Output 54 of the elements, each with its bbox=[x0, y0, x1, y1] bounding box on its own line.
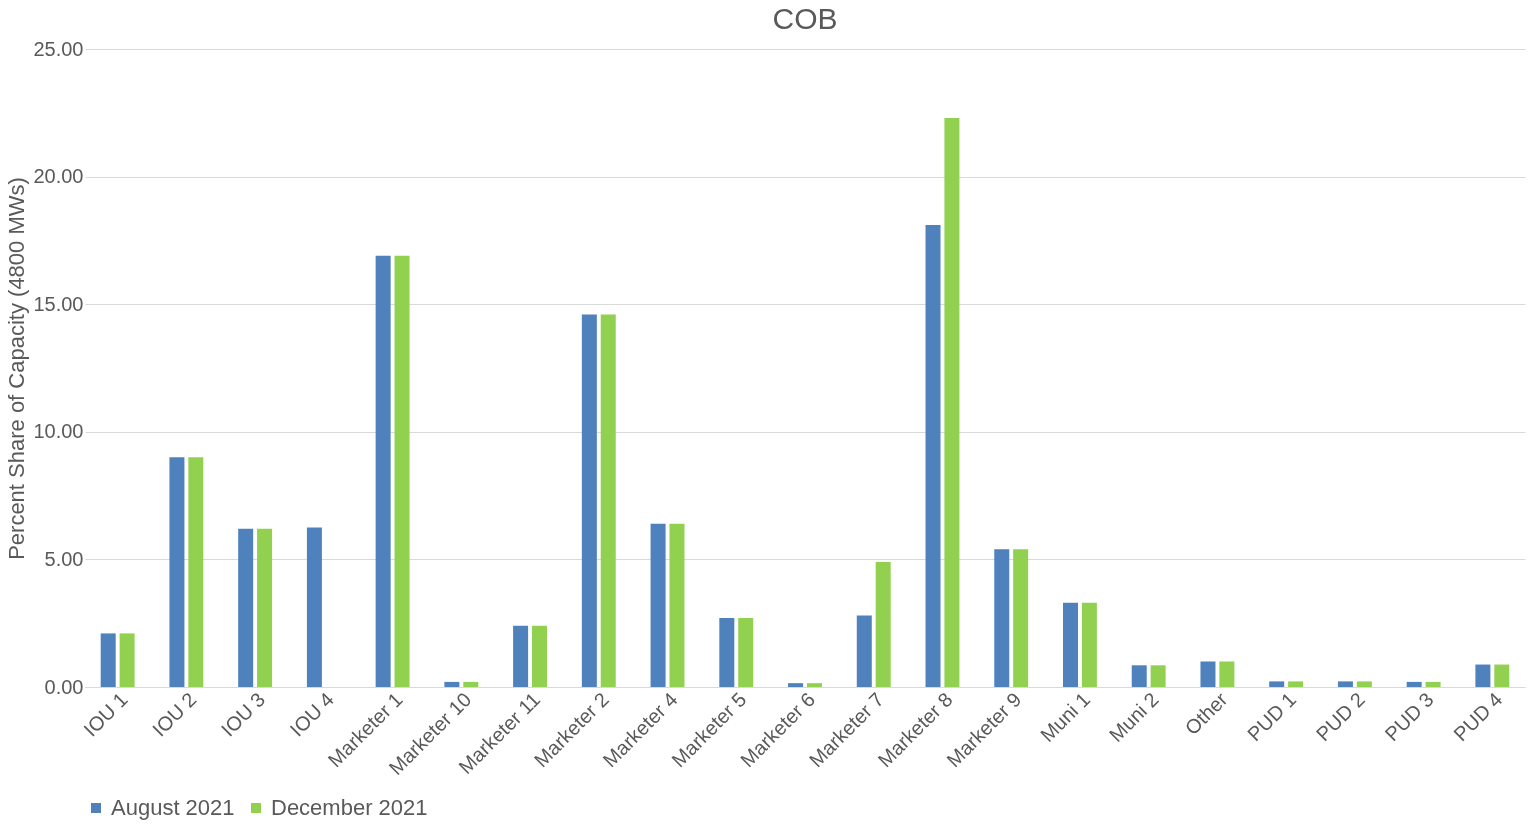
bar bbox=[788, 683, 804, 687]
bar bbox=[119, 633, 135, 687]
x-tick-label: IOU 4 bbox=[285, 688, 338, 741]
bar bbox=[1062, 602, 1078, 687]
bar bbox=[444, 681, 460, 687]
bar bbox=[1013, 549, 1029, 687]
bar bbox=[306, 527, 322, 687]
bar bbox=[1131, 665, 1147, 687]
x-tick-label: IOU 3 bbox=[216, 688, 270, 741]
legend-label: August 2021 bbox=[111, 795, 235, 820]
bar bbox=[925, 225, 941, 687]
bar bbox=[719, 618, 735, 687]
y-tick-label: 20.00 bbox=[33, 165, 84, 188]
bar bbox=[1425, 681, 1441, 687]
bar bbox=[856, 615, 872, 687]
bar bbox=[669, 523, 685, 687]
bar bbox=[1475, 664, 1491, 687]
y-tick-label: 10.00 bbox=[33, 420, 84, 443]
legend-label: December 2021 bbox=[271, 795, 428, 820]
bar bbox=[581, 314, 597, 687]
bar bbox=[650, 523, 666, 687]
bar bbox=[1269, 681, 1285, 687]
y-axis-title: Percent Share of Capacity (4800 MWs) bbox=[4, 177, 30, 560]
bar bbox=[238, 528, 254, 687]
bar bbox=[188, 457, 204, 687]
bar bbox=[1288, 681, 1304, 687]
y-tick-label: 0.00 bbox=[44, 675, 84, 698]
chart-title: COB bbox=[772, 2, 838, 35]
bar bbox=[513, 625, 529, 687]
y-tick-label: 5.00 bbox=[44, 547, 84, 570]
bar bbox=[532, 625, 548, 687]
bar bbox=[1494, 664, 1510, 687]
y-tick-label: 25.00 bbox=[33, 37, 84, 60]
x-tick-label: IOU 2 bbox=[148, 688, 201, 741]
bar bbox=[1356, 681, 1372, 687]
bar bbox=[994, 549, 1010, 687]
bar bbox=[738, 618, 754, 687]
bar bbox=[1150, 665, 1166, 687]
bar bbox=[100, 633, 116, 687]
bar bbox=[1406, 681, 1422, 687]
bar bbox=[463, 681, 479, 687]
bar bbox=[169, 457, 185, 687]
bar bbox=[257, 528, 273, 687]
bar bbox=[875, 561, 891, 687]
bar bbox=[1219, 661, 1235, 687]
bar bbox=[1337, 681, 1353, 687]
bar bbox=[1200, 661, 1216, 687]
bar bbox=[944, 117, 960, 687]
bar bbox=[394, 255, 410, 687]
y-tick-label: 15.00 bbox=[33, 292, 84, 315]
bar bbox=[806, 683, 822, 687]
bar bbox=[600, 314, 616, 687]
bar bbox=[375, 255, 391, 687]
bar bbox=[1081, 602, 1097, 687]
